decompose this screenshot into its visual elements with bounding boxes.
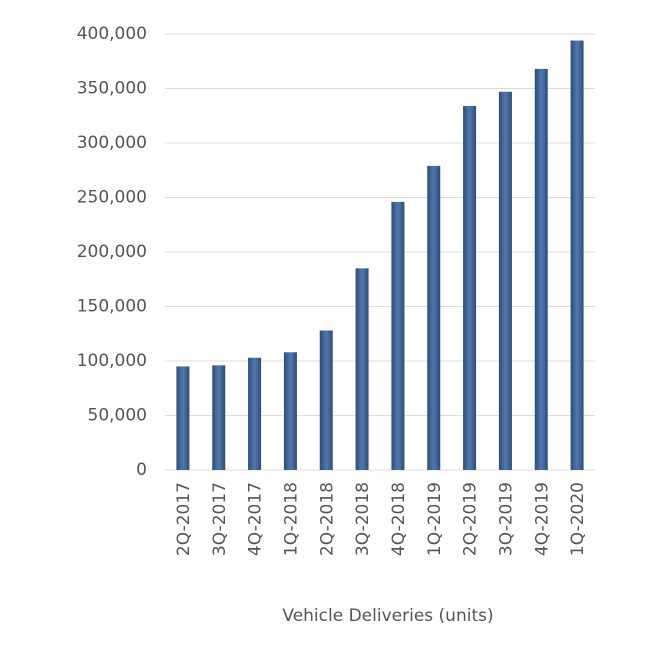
bar — [391, 201, 405, 471]
bar — [248, 357, 262, 470]
x-tick-label: 3Q-2019 — [496, 482, 516, 556]
bar — [319, 330, 333, 470]
y-tick-label: 400,000 — [77, 24, 147, 44]
x-tick-label: 4Q-2017 — [246, 482, 266, 556]
bar — [427, 165, 441, 470]
y-tick-label: 350,000 — [77, 79, 147, 99]
bar — [534, 68, 548, 470]
x-tick-label: 3Q-2018 — [353, 482, 373, 556]
x-tick-label: 1Q-2020 — [568, 482, 588, 556]
x-tick-label: 2Q-2018 — [317, 482, 337, 556]
x-tick-label: 1Q-2019 — [425, 482, 445, 556]
x-tick-label: 2Q-2019 — [461, 482, 481, 556]
x-tick-label: 2Q-2017 — [174, 482, 194, 556]
x-tick-label: 4Q-2018 — [389, 482, 409, 556]
bar — [176, 366, 190, 470]
x-tick-label: 3Q-2017 — [210, 482, 230, 556]
y-tick-label: 300,000 — [77, 133, 147, 153]
bar — [498, 91, 512, 471]
bar — [283, 352, 297, 470]
x-tick-label: 1Q-2018 — [281, 482, 301, 556]
y-tick-label: 50,000 — [88, 406, 147, 426]
y-tick-label: 250,000 — [77, 188, 147, 208]
bar — [212, 365, 226, 470]
y-tick-label: 150,000 — [77, 297, 147, 317]
bar — [570, 40, 584, 470]
y-tick-label: 0 — [136, 460, 147, 480]
y-tick-label: 100,000 — [77, 351, 147, 371]
y-tick-label: 200,000 — [77, 242, 147, 262]
x-axis-title: Vehicle Deliveries (units) — [282, 606, 493, 626]
bar — [463, 105, 477, 470]
x-tick-label: 4Q-2019 — [532, 482, 552, 556]
bar — [355, 268, 369, 470]
